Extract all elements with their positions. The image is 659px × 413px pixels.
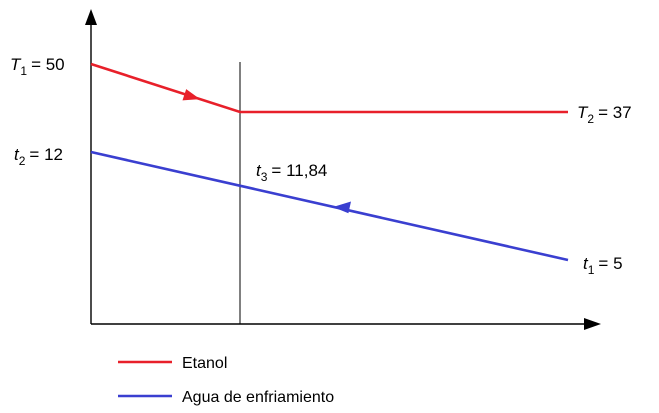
legend-label-water: Agua de enfriamiento xyxy=(182,389,334,406)
x-axis-arrowhead xyxy=(584,318,601,330)
label-T1: T1 = 50 xyxy=(10,55,65,78)
label-t3: t3 = 11,84 xyxy=(256,161,327,184)
water-direction-arrow xyxy=(333,201,351,214)
label-T2: T2 = 37 xyxy=(577,103,632,126)
ethanol-line xyxy=(90,62,568,114)
y-axis-arrowhead xyxy=(85,9,97,25)
legend: Etanol Agua de enfriamiento xyxy=(118,355,334,406)
water-line xyxy=(90,150,569,262)
ethanol-direction-arrow xyxy=(182,89,200,101)
label-t2: t2 = 12 xyxy=(14,145,63,168)
label-t1: t1 = 5 xyxy=(583,254,623,277)
legend-label-ethanol: Etanol xyxy=(182,355,227,372)
